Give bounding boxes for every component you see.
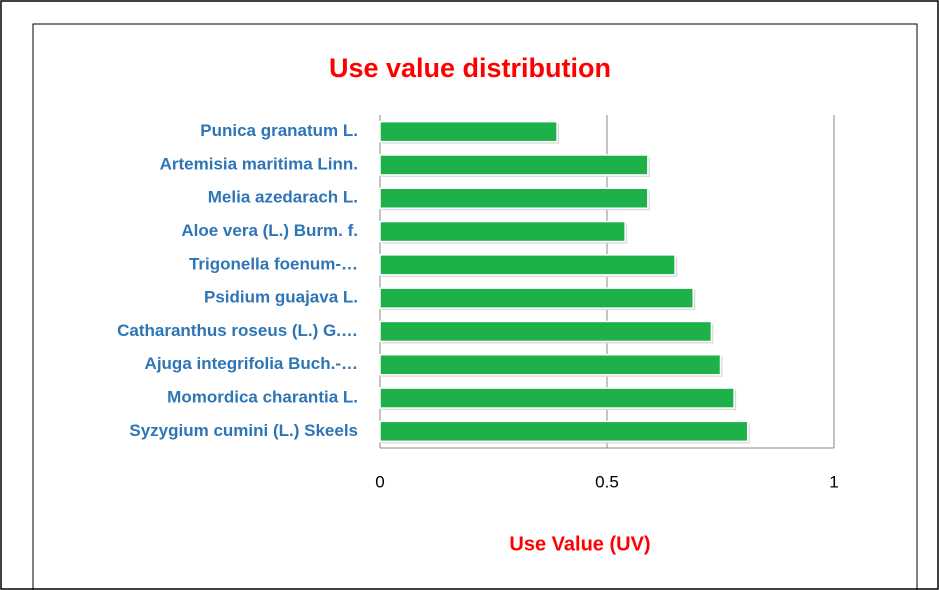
y-tick-label: Ajuga integrifolia Buch.-… xyxy=(145,354,358,373)
x-axis-title: Use Value (UV) xyxy=(509,533,650,555)
bar xyxy=(379,254,676,276)
y-tick-label: Syzygium cumini (L.) Skeels xyxy=(129,421,358,440)
bar xyxy=(379,220,626,243)
y-tick-label: Aloe vera (L.) Burm. f. xyxy=(181,221,358,240)
bar xyxy=(379,187,649,209)
y-tick-label: Psidium guajava L. xyxy=(204,288,358,307)
y-tick-label: Catharanthus roseus (L.) G.… xyxy=(117,321,358,340)
x-tick-label: 0.5 xyxy=(595,472,619,491)
bar xyxy=(379,387,735,409)
bar xyxy=(379,320,713,343)
y-tick-label: Melia azedarach L. xyxy=(208,188,358,207)
x-tick-label: 1 xyxy=(829,472,838,491)
y-tick-label: Punica granatum L. xyxy=(200,121,358,140)
inner-frame xyxy=(32,23,918,590)
bar xyxy=(379,354,722,376)
bar xyxy=(379,120,558,143)
bar xyxy=(379,154,649,176)
x-tick-label: 0 xyxy=(375,472,384,491)
y-tick-label: Trigonella foenum-… xyxy=(189,254,358,273)
y-tick-label: Artemisia maritima Linn. xyxy=(160,154,358,173)
y-tick-label: Momordica charantia L. xyxy=(167,388,358,407)
chart-title: Use value distribution xyxy=(329,53,611,83)
bar xyxy=(379,287,695,309)
bar xyxy=(379,420,749,443)
